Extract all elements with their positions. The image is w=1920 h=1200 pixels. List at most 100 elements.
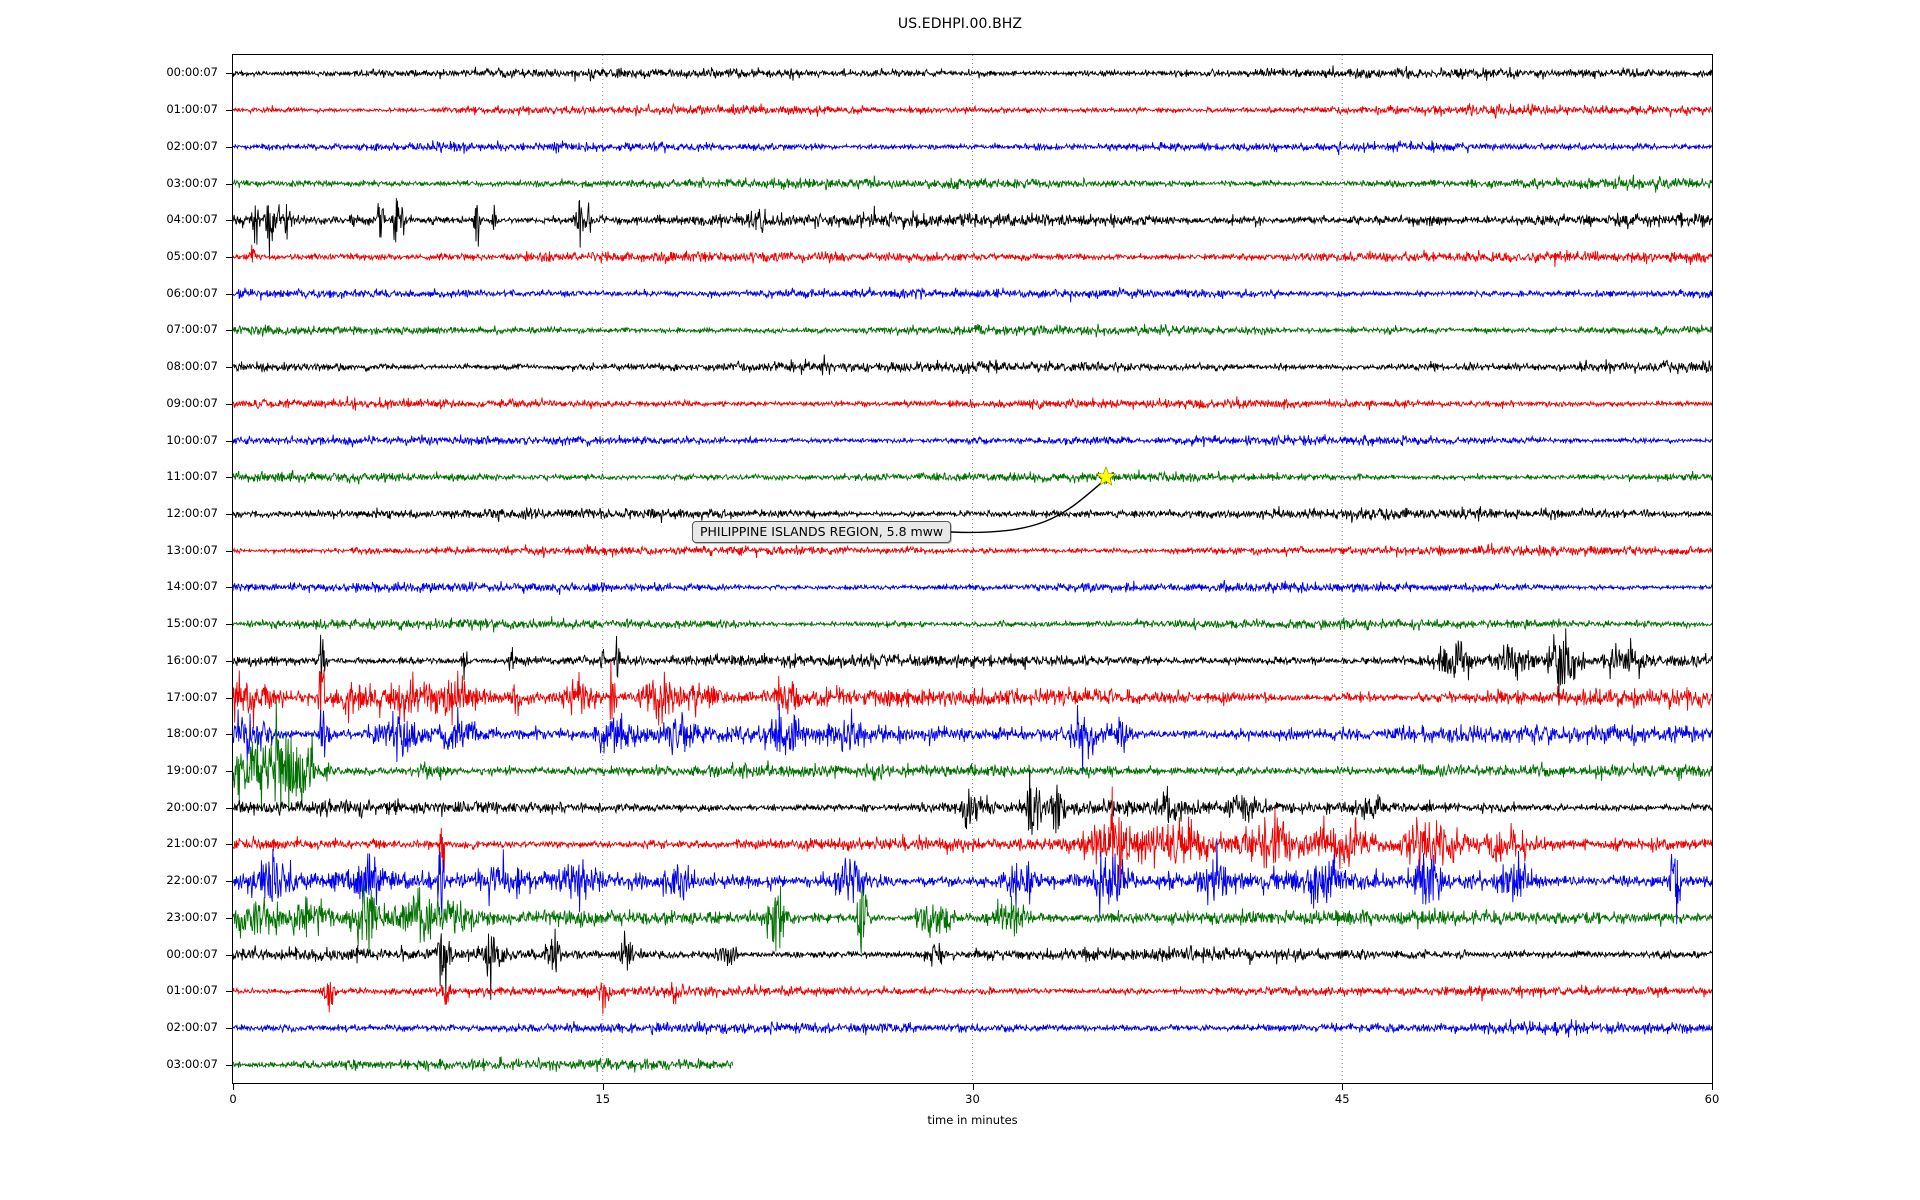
trace-row (233, 929, 1712, 1000)
y-axis-tick-mark (226, 807, 232, 809)
seismogram-traces (233, 55, 1712, 1083)
y-axis-tick-label: 08:00:07 (166, 359, 218, 374)
y-axis-tick-label: 20:00:07 (166, 799, 218, 814)
trace-row (233, 175, 1712, 193)
y-axis-tick-mark (226, 660, 232, 662)
y-axis-tick-label: 07:00:07 (166, 322, 218, 337)
y-axis-tick-label: 13:00:07 (166, 542, 218, 557)
trace-row (233, 700, 1712, 811)
y-axis-tick-mark (226, 220, 232, 222)
x-axis-tick-label: 60 (1704, 1092, 1720, 1106)
trace-row (233, 65, 1712, 81)
y-axis-tick-mark (226, 770, 232, 772)
trace-row (233, 396, 1712, 411)
y-axis-tick-label: 06:00:07 (166, 285, 218, 300)
trace-row (233, 140, 1712, 155)
y-axis-tick-label: 04:00:07 (166, 212, 218, 227)
y-axis-tick-label: 11:00:07 (166, 469, 218, 484)
y-axis-tick-mark (226, 440, 232, 442)
x-axis-label: time in minutes (927, 1113, 1018, 1127)
x-axis-tick-label: 15 (595, 1092, 611, 1106)
trace-row (233, 434, 1712, 447)
trace-row (233, 198, 1712, 256)
x-axis-tick-label: 0 (229, 1092, 237, 1106)
trace-row (233, 470, 1712, 485)
y-axis-tick-mark (226, 367, 232, 369)
trace-row (233, 1019, 1712, 1037)
event-annotation-label[interactable]: PHILIPPINE ISLANDS REGION, 5.8 mww (692, 521, 952, 543)
trace-row (233, 354, 1712, 375)
y-axis-tick-label: 10:00:07 (166, 432, 218, 447)
y-axis-tick-label: 02:00:07 (166, 138, 218, 153)
y-axis-tick-mark (226, 697, 232, 699)
trace-row (233, 787, 1712, 884)
plot-area (233, 55, 1712, 1083)
y-axis-tick-label: 12:00:07 (166, 505, 218, 520)
y-axis-tick-label: 03:00:07 (166, 1056, 218, 1071)
trace-row (233, 704, 1712, 774)
y-axis-tick-label: 22:00:07 (166, 873, 218, 888)
y-axis-tick-label: 01:00:07 (166, 102, 218, 117)
trace-row (233, 245, 1712, 267)
y-axis-tick-mark (226, 991, 232, 993)
y-axis-tick-mark (226, 330, 232, 332)
y-axis-tick-mark (226, 477, 232, 479)
x-axis-tick-mark (972, 1084, 974, 1090)
y-axis-tick-mark (226, 110, 232, 112)
y-axis-tick-mark (226, 550, 232, 552)
y-axis-tick-label: 17:00:07 (166, 689, 218, 704)
trace-row (233, 885, 1712, 954)
y-axis-tick-mark (226, 624, 232, 626)
y-axis-tick-label: 05:00:07 (166, 248, 218, 263)
y-axis-tick-mark (226, 293, 232, 295)
x-axis-tick-mark (233, 1084, 234, 1090)
trace-row (233, 324, 1712, 338)
x-axis-tick-label: 45 (1334, 1092, 1350, 1106)
trace-row (233, 543, 1712, 558)
x-axis-tick-mark (602, 1084, 604, 1090)
trace-row (233, 982, 1712, 1014)
y-axis-tick-mark (226, 881, 232, 883)
y-axis-tick-label: 19:00:07 (166, 762, 218, 777)
y-axis-tick-mark (226, 403, 232, 405)
y-axis-tick-mark (226, 256, 232, 258)
y-axis-tick-mark (226, 183, 232, 185)
y-axis-tick-mark (226, 73, 232, 75)
y-axis-tick-mark (226, 954, 232, 956)
y-axis-tick-label: 03:00:07 (166, 175, 218, 190)
y-axis-tick-label: 18:00:07 (166, 726, 218, 741)
y-axis-tick-mark (226, 587, 232, 589)
trace-row (233, 1057, 733, 1073)
trace-row (233, 661, 1712, 728)
y-axis-tick-label: 00:00:07 (166, 65, 218, 80)
y-axis-tick-label: 14:00:07 (166, 579, 218, 594)
y-axis-tick-label: 02:00:07 (166, 1019, 218, 1034)
trace-row (233, 103, 1712, 118)
x-axis-tick-mark (1712, 1084, 1713, 1090)
y-axis-tick-label: 16:00:07 (166, 652, 218, 667)
x-axis-tick-label: 30 (965, 1092, 980, 1106)
x-axis-tick-mark (1342, 1084, 1344, 1090)
y-axis-tick-label: 09:00:07 (166, 395, 218, 410)
y-axis-tick-mark (226, 734, 232, 736)
page-title: US.EDHPI.00.BHZ (897, 16, 1023, 32)
trace-row (233, 628, 1712, 698)
y-axis-tick-mark (226, 844, 232, 846)
trace-row (233, 838, 1712, 924)
y-axis-tick-label: 00:00:07 (166, 946, 218, 961)
y-axis-tick-mark (226, 1027, 232, 1029)
y-axis-tick-mark (226, 1064, 232, 1066)
y-axis-tick-label: 23:00:07 (166, 909, 218, 924)
trace-row (233, 580, 1712, 595)
trace-row (233, 506, 1712, 523)
plot-axes-frame (232, 54, 1713, 1084)
y-axis-tick-label: 01:00:07 (166, 983, 218, 998)
trace-row (233, 287, 1712, 303)
trace-row (233, 616, 1712, 632)
y-axis-tick-mark (226, 513, 232, 515)
y-axis-tick-label: 21:00:07 (166, 836, 218, 851)
trace-row (233, 770, 1712, 835)
y-axis-tick-mark (226, 146, 232, 148)
y-axis-tick-mark (226, 917, 232, 919)
